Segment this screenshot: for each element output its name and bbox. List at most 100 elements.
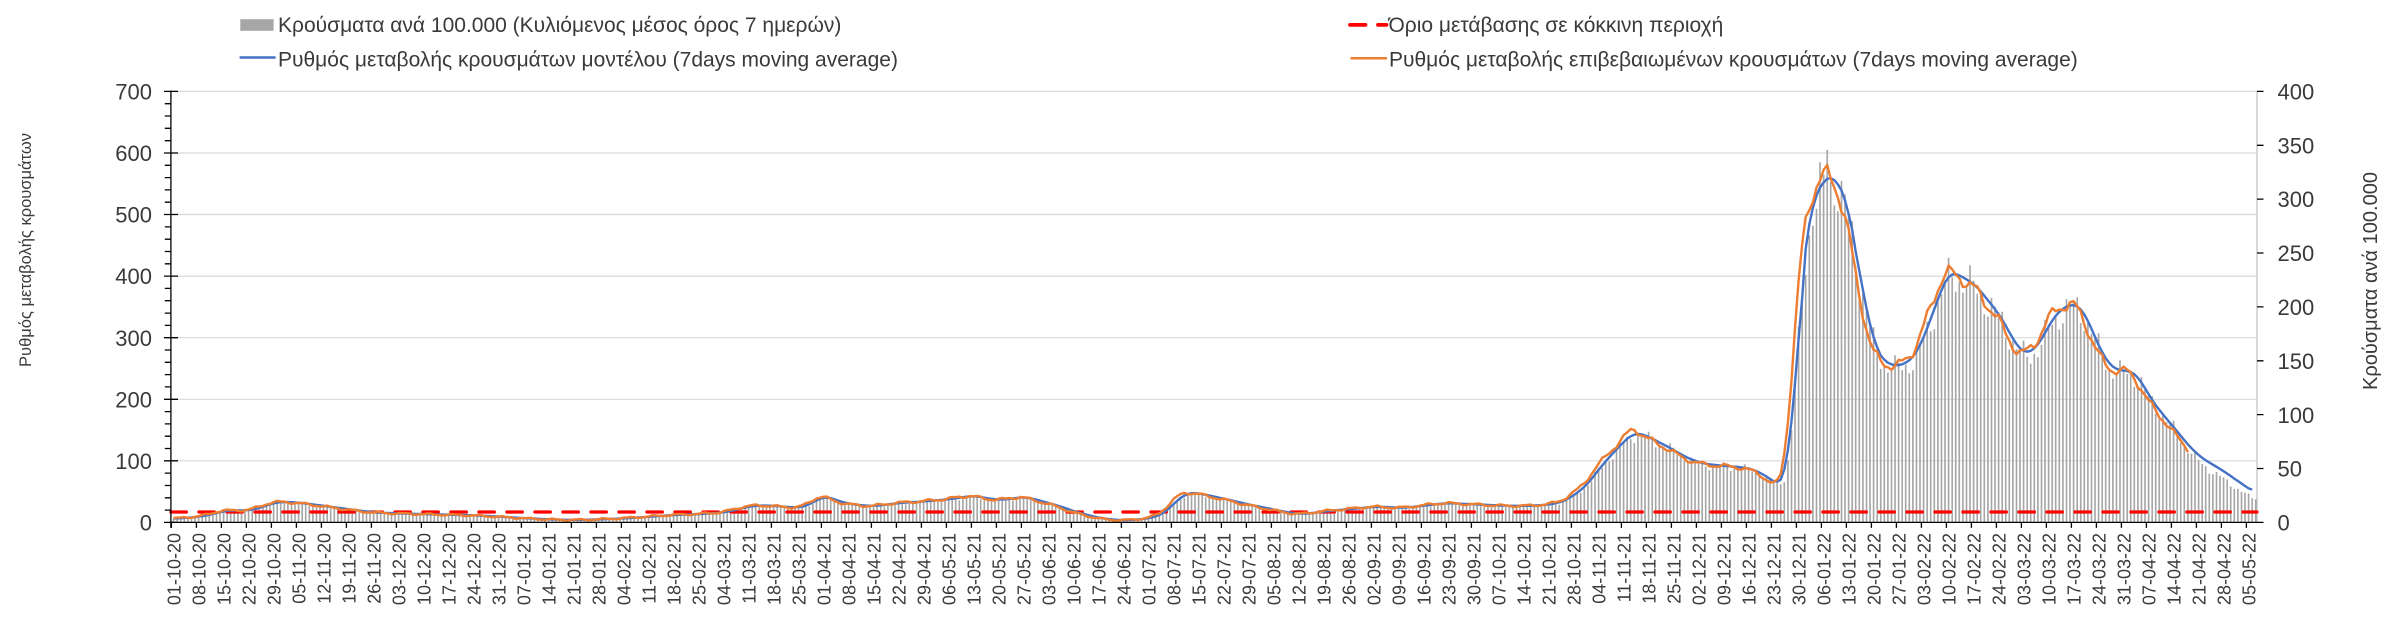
svg-text:350: 350 xyxy=(2278,133,2315,158)
svg-text:11-02-21: 11-02-21 xyxy=(639,533,659,604)
svg-text:200: 200 xyxy=(115,387,152,412)
svg-text:24-02-22: 24-02-22 xyxy=(1989,533,2009,605)
svg-text:04-02-21: 04-02-21 xyxy=(614,533,634,605)
svg-text:26-11-20: 26-11-20 xyxy=(364,533,384,604)
svg-text:18-02-21: 18-02-21 xyxy=(664,533,684,605)
svg-text:07-04-22: 07-04-22 xyxy=(2139,533,2159,605)
svg-text:15-10-20: 15-10-20 xyxy=(214,533,234,605)
svg-text:05-08-21: 05-08-21 xyxy=(1264,533,1284,605)
svg-text:Κρούσματα ανά 100.000 (Κυλιόμε: Κρούσματα ανά 100.000 (Κυλιόμενος μέσος … xyxy=(278,14,841,37)
svg-text:18-03-21: 18-03-21 xyxy=(764,533,784,605)
svg-text:27-01-22: 27-01-22 xyxy=(1889,533,1909,605)
svg-text:08-10-20: 08-10-20 xyxy=(189,533,209,605)
svg-text:17-06-21: 17-06-21 xyxy=(1089,533,1109,605)
svg-text:23-09-21: 23-09-21 xyxy=(1439,533,1459,605)
svg-text:0: 0 xyxy=(140,511,152,536)
svg-text:13-05-21: 13-05-21 xyxy=(964,533,984,605)
svg-text:10-03-22: 10-03-22 xyxy=(2039,533,2059,605)
svg-text:500: 500 xyxy=(115,203,152,228)
svg-text:11-03-21: 11-03-21 xyxy=(739,533,759,604)
svg-text:31-12-20: 31-12-20 xyxy=(489,533,509,605)
svg-text:07-01-21: 07-01-21 xyxy=(514,533,534,605)
svg-text:02-09-21: 02-09-21 xyxy=(1364,533,1384,605)
svg-text:17-02-22: 17-02-22 xyxy=(1964,533,1984,605)
svg-text:19-08-21: 19-08-21 xyxy=(1314,533,1334,605)
svg-text:15-07-21: 15-07-21 xyxy=(1189,533,1209,605)
svg-text:30-12-21: 30-12-21 xyxy=(1789,533,1809,605)
svg-text:100: 100 xyxy=(115,449,152,474)
svg-text:18-11-21: 18-11-21 xyxy=(1639,533,1659,604)
svg-text:28-01-21: 28-01-21 xyxy=(589,533,609,605)
svg-text:Κρούσματα ανά 100.000: Κρούσματα ανά 100.000 xyxy=(2360,172,2382,390)
svg-text:31-03-22: 31-03-22 xyxy=(2114,533,2134,605)
svg-text:07-10-21: 07-10-21 xyxy=(1489,533,1509,605)
svg-text:25-03-21: 25-03-21 xyxy=(789,533,809,605)
svg-text:20-01-22: 20-01-22 xyxy=(1864,533,1884,605)
svg-text:50: 50 xyxy=(2278,457,2302,482)
svg-text:24-12-20: 24-12-20 xyxy=(464,533,484,605)
svg-text:22-04-21: 22-04-21 xyxy=(889,533,909,605)
svg-text:250: 250 xyxy=(2278,241,2315,266)
svg-text:14-01-21: 14-01-21 xyxy=(539,533,559,605)
svg-text:0: 0 xyxy=(2278,511,2290,536)
svg-text:21-10-21: 21-10-21 xyxy=(1539,533,1559,605)
svg-text:100: 100 xyxy=(2278,403,2315,428)
svg-text:22-07-21: 22-07-21 xyxy=(1214,533,1234,605)
svg-text:03-06-21: 03-06-21 xyxy=(1039,533,1059,605)
svg-text:30-09-21: 30-09-21 xyxy=(1464,533,1484,605)
svg-text:09-12-21: 09-12-21 xyxy=(1714,533,1734,605)
svg-text:300: 300 xyxy=(115,326,152,351)
svg-text:Ρυθμός μεταβολής κρουσμάτων: Ρυθμός μεταβολής κρουσμάτων xyxy=(17,133,35,367)
svg-text:Όριο μετάβασης σε κόκκινη περι: Όριο μετάβασης σε κόκκινη περιοχή xyxy=(1388,14,1724,37)
svg-text:05-11-20: 05-11-20 xyxy=(289,533,309,604)
svg-text:14-04-22: 14-04-22 xyxy=(2164,533,2184,605)
svg-text:17-03-22: 17-03-22 xyxy=(2064,533,2084,605)
svg-text:04-03-21: 04-03-21 xyxy=(714,533,734,605)
svg-text:600: 600 xyxy=(115,141,152,166)
svg-text:11-11-21: 11-11-21 xyxy=(1614,533,1634,602)
svg-text:17-12-20: 17-12-20 xyxy=(439,533,459,605)
svg-text:300: 300 xyxy=(2278,187,2315,212)
svg-text:Ρυθμός μεταβολής κρουσμάτων μο: Ρυθμός μεταβολής κρουσμάτων μοντέλου (7d… xyxy=(278,49,898,72)
svg-text:10-12-20: 10-12-20 xyxy=(414,533,434,605)
svg-text:16-09-21: 16-09-21 xyxy=(1414,533,1434,605)
svg-text:08-07-21: 08-07-21 xyxy=(1164,533,1184,605)
svg-text:Ρυθμός μεταβολής επιβεβαιωμένω: Ρυθμός μεταβολής επιβεβαιωμένων κρουσμάτ… xyxy=(1389,49,2078,72)
svg-text:28-04-22: 28-04-22 xyxy=(2214,533,2234,605)
svg-text:06-05-21: 06-05-21 xyxy=(939,533,959,605)
svg-text:700: 700 xyxy=(115,80,152,105)
svg-text:12-08-21: 12-08-21 xyxy=(1289,533,1309,605)
svg-text:08-04-21: 08-04-21 xyxy=(839,533,859,605)
svg-text:29-04-21: 29-04-21 xyxy=(914,533,934,605)
svg-text:20-05-21: 20-05-21 xyxy=(989,533,1009,605)
svg-text:400: 400 xyxy=(2278,80,2315,105)
svg-text:21-01-21: 21-01-21 xyxy=(564,533,584,605)
svg-text:150: 150 xyxy=(2278,349,2315,374)
svg-text:200: 200 xyxy=(2278,295,2315,320)
svg-text:02-12-21: 02-12-21 xyxy=(1689,533,1709,605)
svg-text:13-01-22: 13-01-22 xyxy=(1839,533,1859,605)
svg-text:27-05-21: 27-05-21 xyxy=(1014,533,1034,605)
svg-text:01-10-20: 01-10-20 xyxy=(164,533,184,605)
svg-text:19-11-20: 19-11-20 xyxy=(339,533,359,604)
svg-text:21-04-22: 21-04-22 xyxy=(2189,533,2209,605)
svg-text:03-12-20: 03-12-20 xyxy=(389,533,409,605)
svg-text:25-02-21: 25-02-21 xyxy=(689,533,709,605)
svg-text:16-12-21: 16-12-21 xyxy=(1739,533,1759,605)
svg-text:06-01-22: 06-01-22 xyxy=(1814,533,1834,605)
svg-text:24-06-21: 24-06-21 xyxy=(1114,533,1134,605)
svg-text:23-12-21: 23-12-21 xyxy=(1764,533,1784,605)
svg-text:25-11-21: 25-11-21 xyxy=(1664,533,1684,604)
svg-text:01-07-21: 01-07-21 xyxy=(1139,533,1159,605)
svg-text:14-10-21: 14-10-21 xyxy=(1514,533,1534,605)
svg-text:29-07-21: 29-07-21 xyxy=(1239,533,1259,605)
svg-text:01-04-21: 01-04-21 xyxy=(814,533,834,605)
svg-text:28-10-21: 28-10-21 xyxy=(1564,533,1584,605)
svg-text:03-02-22: 03-02-22 xyxy=(1914,533,1934,605)
svg-text:24-03-22: 24-03-22 xyxy=(2089,533,2109,605)
svg-text:10-02-22: 10-02-22 xyxy=(1939,533,1959,605)
svg-text:22-10-20: 22-10-20 xyxy=(239,533,259,605)
svg-text:04-11-21: 04-11-21 xyxy=(1589,533,1609,604)
svg-text:10-06-21: 10-06-21 xyxy=(1064,533,1084,605)
svg-text:15-04-21: 15-04-21 xyxy=(864,533,884,605)
